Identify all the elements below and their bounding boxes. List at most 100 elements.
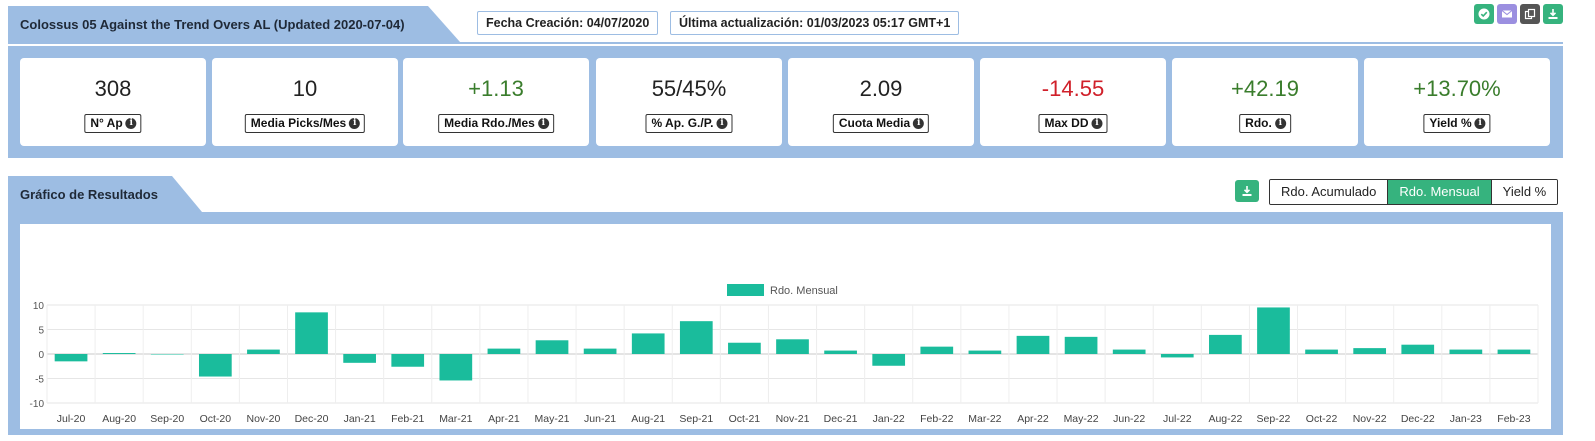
info-icon[interactable]: i [537, 117, 549, 129]
stat-label[interactable]: Rdo. i [1239, 114, 1291, 133]
stat-label-text: N° Ap [90, 116, 123, 130]
last-update-badge: Última actualización: 01/03/2023 05:17 G… [670, 11, 960, 35]
top-action-icons [1474, 4, 1563, 24]
x-tick-label: Apr-22 [1017, 413, 1049, 425]
x-tick-label: Feb-23 [1497, 413, 1530, 425]
info-icon[interactable]: i [716, 117, 728, 129]
chart-bar [776, 339, 809, 354]
title-band [8, 42, 1563, 44]
toggle-rdo-mensual[interactable]: Rdo. Mensual [1388, 180, 1492, 204]
stat-label-text: Media Rdo./Mes [444, 116, 535, 130]
stat-label-text: Media Picks/Mes [250, 116, 347, 130]
copy-icon[interactable] [1520, 4, 1540, 24]
x-tick-label: Feb-21 [391, 413, 424, 425]
chart-bar [583, 348, 617, 354]
x-tick-label: Oct-21 [729, 413, 761, 425]
x-tick-label: Sep-21 [679, 413, 713, 425]
stat-value: 2.09 [859, 76, 903, 101]
chart-bar [343, 354, 376, 363]
x-tick-label: Sep-20 [150, 413, 184, 425]
x-tick-label: Nov-20 [247, 413, 281, 425]
x-tick-label: Jul-20 [57, 413, 86, 425]
x-tick-label: Feb-22 [920, 413, 953, 425]
stat-card: 10 Media Picks/Mes i [212, 58, 398, 146]
stat-label-text: Max DD [1044, 116, 1089, 130]
stat-value: -14.55 [1041, 76, 1105, 101]
chart-bar [1449, 349, 1483, 354]
info-icon[interactable]: i [349, 117, 361, 129]
stat-value: 10 [292, 76, 318, 101]
chart-bar [1160, 354, 1194, 358]
x-tick-label: Jun-22 [1113, 413, 1145, 425]
stat-label[interactable]: Media Picks/Mes i [244, 114, 366, 133]
chart-section-tab: Gráfico de Resultados [8, 176, 202, 212]
chart-panel: 10 5 0 -5 -10 Jul-20 Aug-20 Sep-20 Oct-20 Nov-20 D… [8, 212, 1563, 435]
chart-bar [535, 340, 569, 354]
stat-label-text: Yield % [1429, 116, 1472, 130]
x-tick-label: Nov-22 [1353, 413, 1387, 425]
chart-bar [631, 333, 665, 354]
stat-label[interactable]: N° Ap i [84, 114, 142, 133]
x-tick-label: Sep-22 [1257, 413, 1291, 425]
info-icon[interactable]: i [1274, 117, 1286, 129]
info-icon[interactable]: i [1474, 117, 1486, 129]
x-tick-label: Aug-21 [631, 413, 665, 425]
chart-bar [150, 354, 184, 355]
x-tick-label: Dec-20 [295, 413, 329, 425]
x-tick-label: Jul-22 [1163, 413, 1192, 425]
stat-label[interactable]: Max DD i [1038, 114, 1108, 133]
chart-bar [728, 342, 761, 354]
chart-bar [1305, 349, 1338, 354]
x-tick-label: Nov-21 [776, 413, 810, 425]
stat-label[interactable]: Cuota Media i [832, 114, 930, 133]
stats-panel: 308 N° Ap i 10 Media Picks/Mes i +1.13 Media Rd… [8, 46, 1563, 158]
envelope-icon[interactable] [1497, 4, 1517, 24]
download-icon[interactable] [1543, 4, 1563, 24]
chart-section-title: Gráfico de Resultados [20, 187, 158, 202]
stat-value: 308 [94, 76, 132, 101]
stat-label[interactable]: Yield % i [1423, 114, 1491, 133]
chart-bar [1257, 307, 1290, 354]
chart-download-button[interactable] [1235, 180, 1259, 202]
stat-value: +13.70% [1413, 76, 1501, 101]
chart-bar [1112, 349, 1146, 354]
x-tick-label: Oct-22 [1306, 413, 1338, 425]
info-icon[interactable]: i [1091, 117, 1103, 129]
chart-bar [1353, 348, 1387, 354]
info-icon[interactable]: i [913, 117, 925, 129]
chart-bar [1497, 349, 1531, 354]
chart-bar [824, 350, 857, 354]
y-tick-label: 10 [33, 301, 45, 312]
x-tick-label: Mar-21 [439, 413, 472, 425]
stat-card: +13.70% Yield % i [1364, 58, 1550, 146]
stat-label-text: % Ap. G./P. [651, 116, 714, 130]
stat-label-text: Cuota Media [838, 116, 911, 130]
x-tick-label: Jan-22 [873, 413, 905, 425]
x-tick-label: Dec-22 [1401, 413, 1435, 425]
chart-bar [247, 349, 280, 354]
stat-label[interactable]: % Ap. G./P. i [645, 114, 733, 133]
stat-card: +1.13 Media Rdo./Mes i [403, 58, 589, 146]
chart-bar [54, 354, 88, 362]
chart-bar [102, 353, 136, 354]
chart-bar [198, 354, 232, 377]
chart-bar [968, 350, 1002, 354]
toggle-rdo-acumulado[interactable]: Rdo. Acumulado [1270, 180, 1389, 204]
info-icon[interactable]: i [125, 117, 137, 129]
x-tick-label: Jun-21 [584, 413, 616, 425]
x-tick-label: Jan-21 [344, 413, 376, 425]
x-tick-label: Aug-20 [102, 413, 136, 425]
check-circle-icon[interactable] [1474, 4, 1494, 24]
chart-bar [872, 354, 906, 366]
legend-label: Rdo. Mensual [770, 285, 838, 297]
chart-container: 10 5 0 -5 -10 Jul-20 Aug-20 Sep-20 Oct-20 Nov-20 D… [20, 224, 1551, 429]
stat-label[interactable]: Media Rdo./Mes i [438, 114, 554, 133]
stat-card: 2.09 Cuota Media i [788, 58, 974, 146]
chart-bar [920, 346, 954, 354]
stat-value: +1.13 [468, 76, 524, 101]
stat-card: +42.19 Rdo. i [1172, 58, 1358, 146]
toggle-yield[interactable]: Yield % [1491, 180, 1558, 204]
strategy-title: Colossus 05 Against the Trend Overs AL (… [20, 17, 405, 32]
chart-bar [439, 354, 473, 381]
chart-bar [1016, 335, 1050, 354]
